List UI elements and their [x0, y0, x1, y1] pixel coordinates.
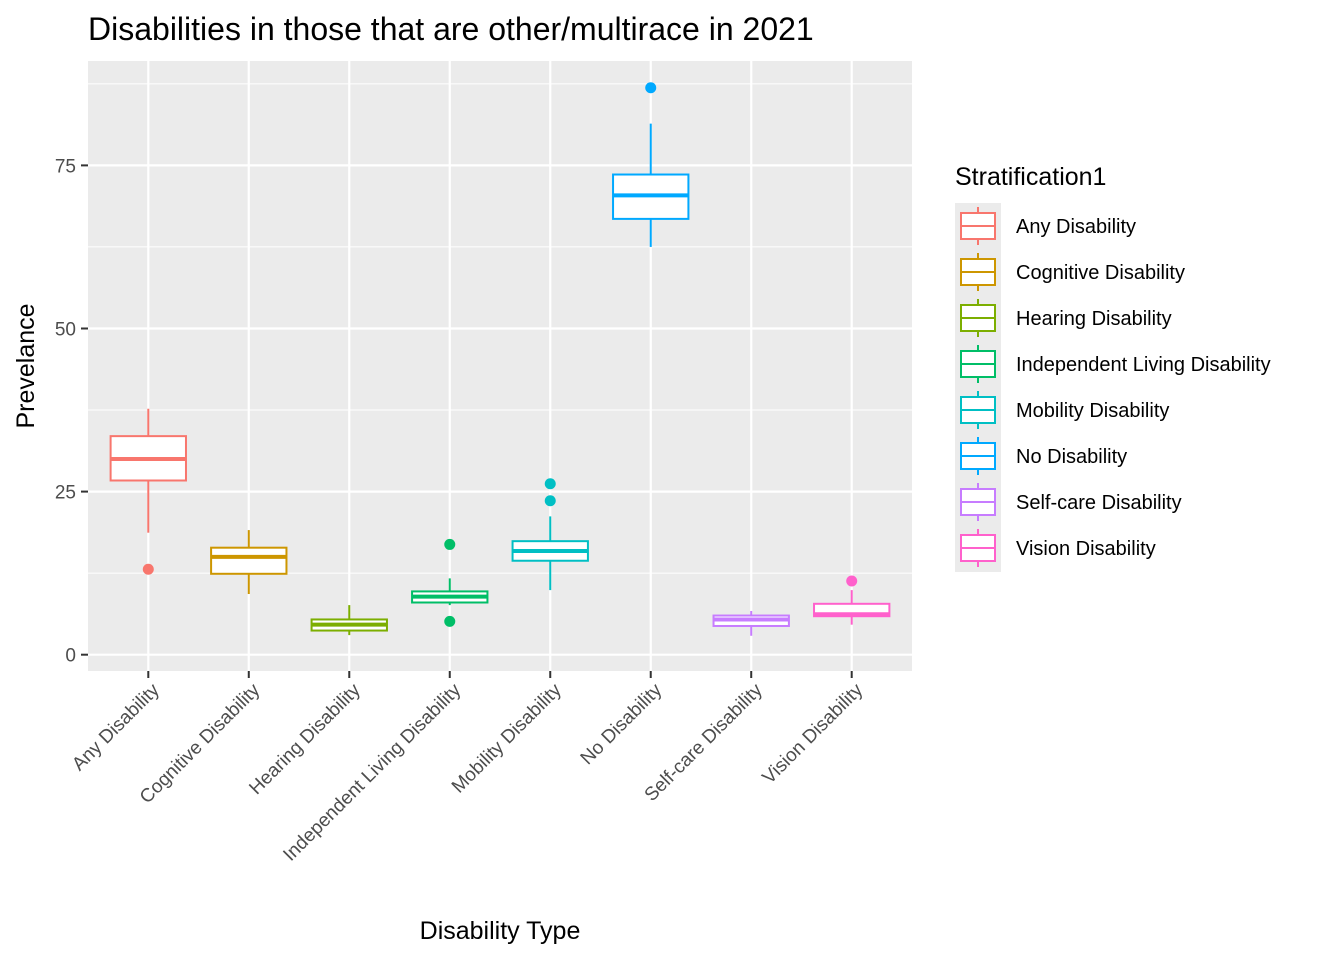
boxes	[109, 82, 891, 636]
y-tick-label: 75	[55, 156, 76, 177]
legend-item: Hearing Disability	[960, 299, 1172, 337]
legend-label: Cognitive Disability	[1016, 262, 1185, 284]
x-tick-label: Mobility Disability	[448, 679, 566, 797]
outlier-point	[544, 478, 556, 490]
y-tick-label: 50	[55, 319, 76, 340]
y-axis-title: Prevelance	[12, 303, 40, 428]
box-group	[210, 530, 288, 595]
outlier-point	[444, 538, 456, 550]
legend-label: Independent Living Disability	[1016, 354, 1271, 376]
x-tick-label: Hearing Disability	[245, 679, 365, 799]
box-group	[712, 610, 790, 636]
box-iqr	[210, 546, 288, 575]
outlier-point	[142, 563, 154, 575]
y-tick-label: 0	[65, 646, 76, 667]
box-group	[813, 575, 891, 625]
box-group	[310, 605, 388, 636]
box-group	[109, 408, 187, 575]
x-tick-label: Vision Disability	[759, 679, 868, 788]
legend-item: No Disability	[960, 437, 1127, 475]
x-tick-label: Any Disability	[68, 679, 164, 775]
x-axis-title: Disability Type	[420, 917, 581, 945]
legend-label: Hearing Disability	[1016, 308, 1172, 330]
legend-items: Any Disability Cognitive Disability Hearin…	[960, 207, 1271, 567]
legend-item: Cognitive Disability	[960, 253, 1185, 291]
legend: Stratification1 Any Disability Cognitive …	[955, 163, 1271, 572]
y-axis: 0 25 50 75	[55, 156, 88, 667]
outlier-point	[444, 615, 456, 627]
plot-panel	[88, 61, 912, 671]
box-group	[411, 538, 489, 627]
legend-title: Stratification1	[955, 163, 1106, 191]
legend-label: Self-care Disability	[1016, 492, 1182, 514]
legend-label: No Disability	[1016, 446, 1127, 468]
legend-item: Self-care Disability	[960, 483, 1182, 521]
legend-item: Vision Disability	[960, 529, 1156, 567]
outlier-point	[846, 575, 858, 587]
box-group	[612, 82, 690, 247]
legend-item: Any Disability	[960, 207, 1136, 245]
outlier-point	[645, 82, 657, 94]
x-tick-label: Independent Living Disability	[279, 679, 465, 865]
legend-item: Independent Living Disability	[960, 345, 1271, 383]
legend-label: Vision Disability	[1016, 538, 1156, 560]
chart-title: Disabilities in those that are other/mul…	[88, 11, 814, 47]
box-group	[511, 478, 589, 591]
y-tick-label: 25	[55, 483, 76, 504]
outlier-point	[544, 495, 556, 507]
legend-label: Any Disability	[1016, 216, 1136, 238]
legend-item: Mobility Disability	[960, 391, 1169, 429]
x-tick-label: No Disability	[577, 679, 667, 769]
legend-label: Mobility Disability	[1016, 400, 1169, 422]
